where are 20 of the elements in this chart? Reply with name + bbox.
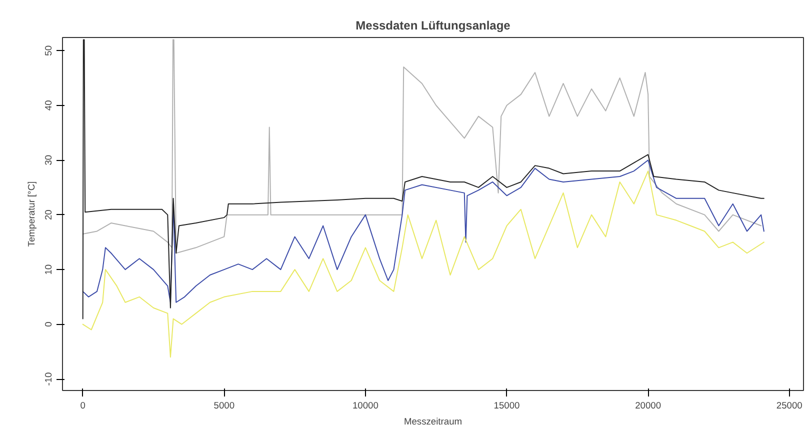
line-series — [82, 170, 764, 358]
x-tick-label: 25000 — [776, 400, 802, 410]
y-tick-label: 40 — [44, 100, 54, 111]
x-tick-label: 5000 — [214, 400, 235, 410]
y-tick-label: 0 — [44, 322, 54, 327]
y-tick-label: 20 — [44, 210, 54, 220]
line-series — [82, 39, 762, 254]
x-tick-label: 20000 — [635, 400, 662, 410]
line-series — [82, 160, 764, 303]
y-tick-label: 30 — [44, 154, 54, 166]
x-tick-label: 0 — [80, 400, 86, 410]
chart-title: Messdaten Lüftungsanlage — [356, 18, 511, 32]
y-tick-label: 50 — [44, 45, 54, 56]
x-tick-label: 15000 — [494, 400, 520, 410]
x-axis-title: Messzeitraum — [404, 416, 462, 426]
y-axis-title: Temperatur [°C] — [26, 181, 36, 247]
line-series — [82, 39, 764, 320]
y-tick-label: -10 — [44, 372, 54, 386]
x-tick-label: 10000 — [352, 400, 378, 410]
y-tick-label: 10 — [44, 264, 54, 275]
